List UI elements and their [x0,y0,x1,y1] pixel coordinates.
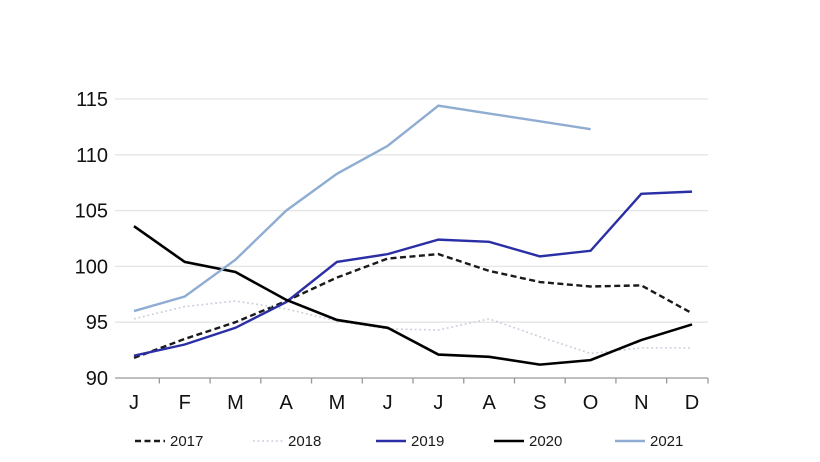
x-axis-label-2: M [227,392,244,414]
y-axis-label-90: 90 [86,368,108,390]
legend-label-2017: 2017 [170,433,203,450]
y-axis-label-100: 100 [75,256,108,278]
series-line-2020 [133,225,693,366]
x-axis-label-1: F [179,392,191,414]
y-axis-label-115: 115 [76,89,108,111]
x-axis-label-4: M [329,392,346,414]
y-axis-label-105: 105 [75,201,108,223]
series-line-2021 [133,104,591,313]
x-axis-label-6: J [433,392,443,414]
legend-item-2018: 2018 [253,433,321,450]
legend-item-2019: 2019 [376,433,444,450]
x-axis-label-11: D [685,392,699,414]
series-line-2019 [133,190,693,357]
legend-label-2018: 2018 [288,433,321,450]
legend-item-2021: 2021 [615,433,683,450]
x-axis-label-10: N [634,392,648,414]
x-axis-label-9: O [583,392,599,414]
x-axis-label-7: A [482,392,496,414]
x-axis-label-0: J [129,392,139,414]
x-axis-label-5: J [383,392,393,414]
legend-label-2021: 2021 [650,433,683,450]
legend-item-2017: 2017 [135,433,203,450]
y-axis-label-95: 95 [86,312,108,334]
series-line-2017 [133,252,693,360]
legend-label-2020: 2020 [529,433,562,450]
x-axis-label-3: A [280,392,294,414]
y-axis-label-110: 110 [76,145,108,167]
legend-item-2020: 2020 [494,433,562,450]
legend-label-2019: 2019 [411,433,444,450]
x-axis-label-8: S [533,392,546,414]
